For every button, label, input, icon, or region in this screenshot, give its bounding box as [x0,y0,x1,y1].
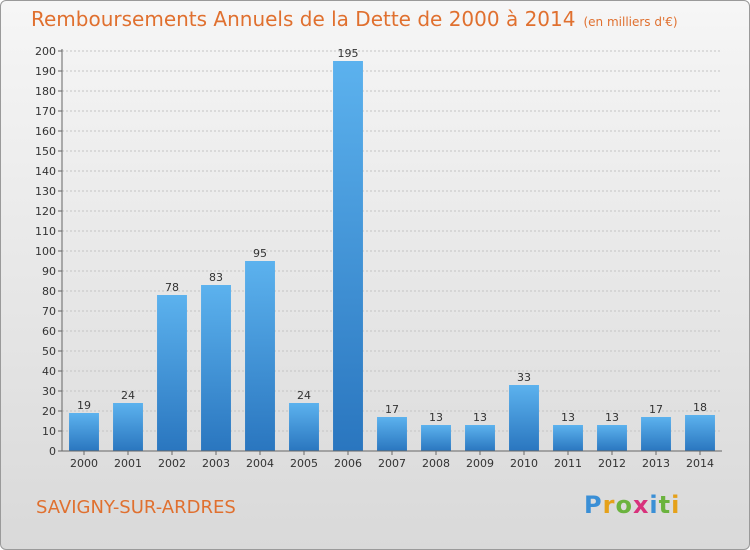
bar-2007 [377,417,407,451]
x-tick-label: 2001 [114,457,142,470]
bar-2002 [157,295,187,451]
bar-value-label: 18 [693,401,707,414]
y-tick-label: 80 [42,285,56,298]
y-tick-label: 50 [42,345,56,358]
y-tick-label: 190 [35,65,56,78]
bar-value-label: 195 [338,47,359,60]
bar-2009 [465,425,495,451]
x-tick-label: 2007 [378,457,406,470]
logo-letter: i [671,491,681,519]
logo-letter: x [632,491,650,519]
y-tick-label: 170 [35,105,56,118]
x-tick-label: 2002 [158,457,186,470]
y-tick-label: 20 [42,405,56,418]
x-tick-label: 2014 [686,457,714,470]
bar-2006 [333,61,363,451]
y-tick-label: 180 [35,85,56,98]
x-tick-label: 2004 [246,457,274,470]
x-tick-label: 2005 [290,457,318,470]
bar-2008 [421,425,451,451]
bar-value-label: 19 [77,399,91,412]
x-tick-label: 2009 [466,457,494,470]
bar-2010 [509,385,539,451]
bar-value-label: 13 [473,411,487,424]
bar-value-label: 17 [649,403,663,416]
x-tick-label: 2003 [202,457,230,470]
y-tick-label: 140 [35,165,56,178]
bar-value-label: 17 [385,403,399,416]
bar-2004 [245,261,275,451]
y-tick-label: 150 [35,145,56,158]
y-tick-label: 160 [35,125,56,138]
commune-name: SAVIGNY-SUR-ARDRES [36,497,236,518]
bar-value-label: 13 [605,411,619,424]
y-tick-label: 200 [35,45,56,58]
chart-title-text: Remboursements Annuels de la Dette de 20… [31,7,576,31]
y-tick-label: 90 [42,265,56,278]
bar-2003 [201,285,231,451]
logo-letter: r [602,491,616,519]
x-tick-label: 2008 [422,457,450,470]
y-tick-label: 100 [35,245,56,258]
bar-value-label: 24 [121,389,135,402]
x-tick-label: 2006 [334,457,362,470]
bar-value-label: 78 [165,281,179,294]
y-tick-label: 0 [49,445,56,458]
chart-subtitle: (en milliers d'€) [583,15,678,29]
bar-2014 [685,415,715,451]
bar-2013 [641,417,671,451]
bar-2000 [69,413,99,451]
bar-value-label: 83 [209,271,223,284]
bar-2001 [113,403,143,451]
x-tick-label: 2000 [70,457,98,470]
bar-2005 [289,403,319,451]
bar-2011 [553,425,583,451]
y-tick-label: 130 [35,185,56,198]
bar-value-label: 95 [253,247,267,260]
x-tick-label: 2010 [510,457,538,470]
logo-letter: t [658,491,672,519]
y-tick-label: 10 [42,425,56,438]
logo-letter: o [615,491,633,519]
y-tick-label: 60 [42,325,56,338]
y-tick-label: 70 [42,305,56,318]
y-tick-label: 110 [35,225,56,238]
x-tick-label: 2011 [554,457,582,470]
logo-letter: i [649,491,659,519]
bar-2012 [597,425,627,451]
y-tick-label: 30 [42,385,56,398]
logo-letter: P [584,491,603,519]
x-tick-label: 2013 [642,457,670,470]
bar-value-label: 24 [297,389,311,402]
y-tick-label: 40 [42,365,56,378]
proxiti-logo: Proxiti [584,491,680,519]
bar-value-label: 33 [517,371,531,384]
bar-value-label: 13 [561,411,575,424]
bar-value-label: 13 [429,411,443,424]
y-tick-label: 120 [35,205,56,218]
x-tick-label: 2012 [598,457,626,470]
chart-title: Remboursements Annuels de la Dette de 20… [31,7,678,31]
